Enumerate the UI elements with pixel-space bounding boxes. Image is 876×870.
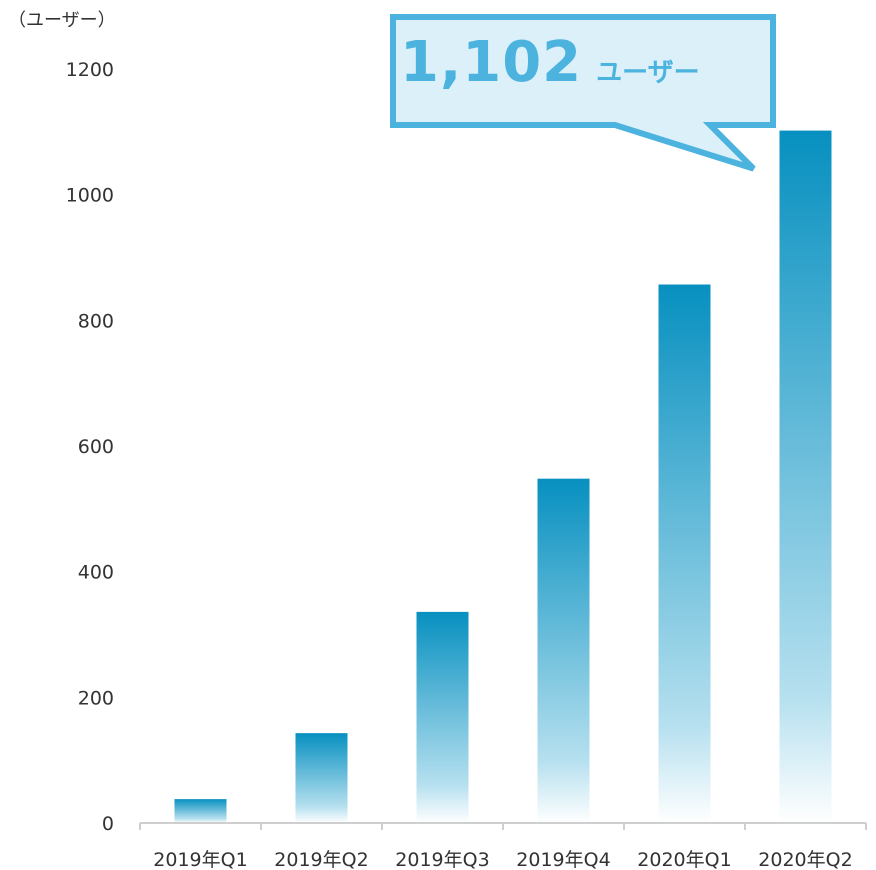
x-tick-label: 2020年Q2	[758, 849, 852, 870]
x-tick-label: 2019年Q2	[274, 849, 368, 870]
y-tick-label: 800	[78, 310, 114, 332]
bar	[295, 733, 348, 823]
x-tick-label: 2019年Q1	[153, 849, 247, 870]
bar	[416, 611, 469, 823]
callout-bubble-shape	[390, 14, 776, 172]
y-tick-label: 0	[102, 813, 114, 835]
x-axis: 2019年Q1 2019年Q2 2019年Q3 2019年Q4 2020年Q1 2020年…	[139, 822, 867, 870]
bar	[537, 478, 590, 823]
y-axis: 0 200 400 600 800 1000 1200	[66, 59, 114, 835]
callout-unit: ユーザー	[596, 58, 700, 88]
y-tick-label: 1200	[66, 59, 114, 81]
bars	[174, 130, 832, 824]
y-tick-label: 1000	[66, 185, 114, 207]
callout-bubble	[390, 14, 776, 172]
callout-label: 1,102 ユーザー	[400, 30, 700, 110]
y-axis-unit-label: （ユーザー）	[8, 10, 116, 31]
bar	[779, 130, 832, 823]
y-tick-label: 600	[78, 436, 114, 458]
x-tick-label: 2020年Q1	[637, 849, 731, 870]
bar	[658, 284, 711, 824]
x-tick-label: 2019年Q3	[395, 849, 489, 870]
y-tick-label: 400	[78, 562, 114, 584]
bar	[174, 799, 227, 823]
y-tick-label: 200	[78, 687, 114, 709]
x-tick-label: 2019年Q4	[516, 849, 610, 870]
callout-value: 1,102	[400, 30, 583, 95]
